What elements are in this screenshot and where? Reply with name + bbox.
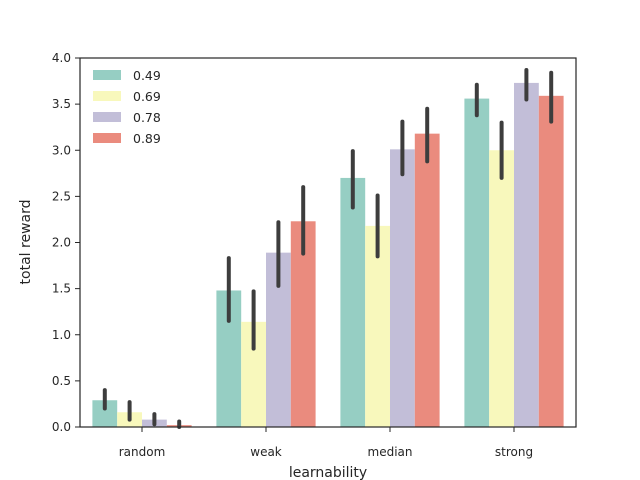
y-tick-label: 1.0 — [52, 328, 71, 342]
y-tick-label: 2.5 — [52, 189, 71, 203]
x-tick-label-strong: strong — [495, 445, 533, 459]
bar-median-0.78 — [390, 149, 415, 427]
y-tick-label: 3.0 — [52, 143, 71, 157]
legend-swatch-0.89 — [93, 133, 121, 143]
legend: 0.49 0.69 0.78 0.89 — [93, 68, 161, 146]
legend-label-0.78: 0.78 — [133, 110, 161, 125]
bar-median-0.69 — [365, 225, 390, 427]
legend-swatch-0.78 — [93, 112, 121, 122]
bar-strong-0.49 — [464, 98, 490, 427]
x-tick-label-weak: weak — [250, 445, 282, 459]
y-tick-label: 2.0 — [52, 236, 71, 250]
error-bars-group — [102, 67, 554, 429]
y-tick-label: 1.5 — [52, 282, 71, 296]
x-axis-label: learnability — [289, 465, 367, 480]
legend-label-0.69: 0.69 — [133, 89, 161, 104]
y-tick-label: 0.0 — [52, 420, 71, 434]
bar-strong-0.89 — [538, 95, 564, 427]
x-tick-label-median: median — [368, 445, 413, 459]
legend-label-0.49: 0.49 — [133, 68, 161, 83]
legend-swatch-0.49 — [93, 70, 121, 80]
x-tick-label-random: random — [119, 445, 166, 459]
axes-group: 0.0 0.5 1.0 1.5 2.0 2.5 3.0 3.5 4.0 random weak med… — [52, 51, 577, 459]
bar-strong-0.78 — [514, 82, 539, 427]
y-tick-label: 4.0 — [52, 51, 71, 65]
y-axis-label: total reward — [18, 200, 34, 285]
y-tick-label: 0.5 — [52, 374, 71, 388]
y-tick-label: 3.5 — [52, 97, 71, 111]
bar-strong-0.69 — [489, 150, 514, 427]
bars-group — [92, 82, 564, 427]
legend-swatch-0.69 — [93, 91, 121, 101]
bar-median-0.49 — [340, 177, 366, 427]
bar-median-0.89 — [414, 133, 440, 427]
legend-label-0.89: 0.89 — [133, 131, 161, 146]
